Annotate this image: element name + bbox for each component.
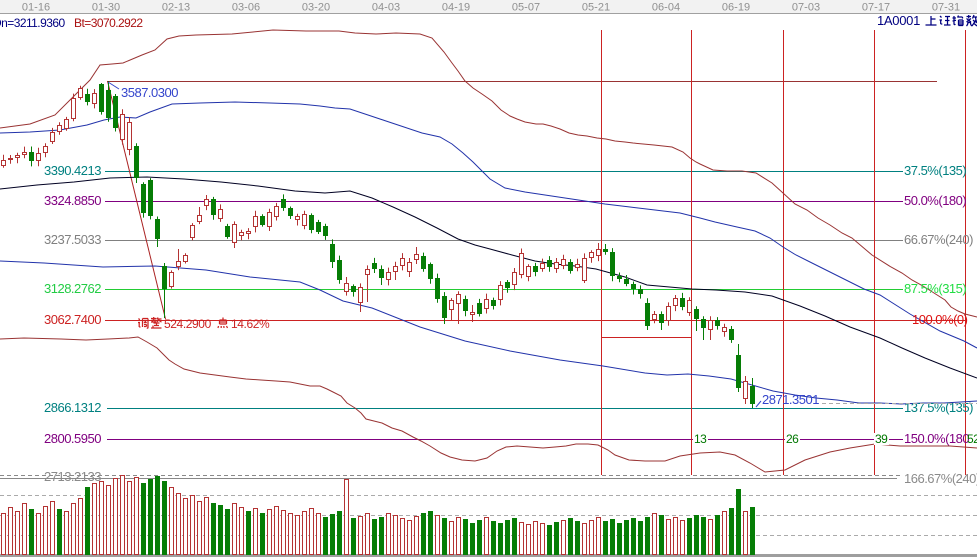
svg-text:39: 39 xyxy=(875,432,888,446)
svg-text:150.0%(180: 150.0%(180 xyxy=(904,431,969,446)
svg-text:37.5%(135): 37.5%(135) xyxy=(904,163,966,178)
svg-text:13: 13 xyxy=(694,432,707,446)
svg-text:3324.8850: 3324.8850 xyxy=(44,193,101,208)
svg-text:07-17: 07-17 xyxy=(862,2,890,14)
svg-text:04-03: 04-03 xyxy=(372,2,400,14)
svg-text:Bt=3070.2922: Bt=3070.2922 xyxy=(74,16,143,30)
svg-text:524.2900: 524.2900 xyxy=(164,317,212,331)
svg-text:03-20: 03-20 xyxy=(302,2,330,14)
svg-text:05-07: 05-07 xyxy=(512,2,540,14)
svg-text:3128.2762: 3128.2762 xyxy=(44,281,101,296)
svg-text:07-03: 07-03 xyxy=(792,2,820,14)
svg-text:07-31: 07-31 xyxy=(932,2,960,14)
svg-text:3587.0300: 3587.0300 xyxy=(121,85,178,100)
svg-text:3062.7400: 3062.7400 xyxy=(44,312,101,327)
svg-text:1A0001: 1A0001 xyxy=(877,13,920,28)
svg-text:50.0%(180): 50.0%(180) xyxy=(904,193,966,208)
svg-text:05-21: 05-21 xyxy=(582,2,610,14)
svg-text:2871.3501: 2871.3501 xyxy=(762,392,819,407)
svg-text:Dn=3211.9360: Dn=3211.9360 xyxy=(0,16,65,30)
svg-text:26: 26 xyxy=(786,432,799,446)
svg-text:06-19: 06-19 xyxy=(722,2,750,14)
svg-text:3390.4213: 3390.4213 xyxy=(44,163,101,178)
svg-text:14.62%: 14.62% xyxy=(231,317,270,331)
svg-text:2866.1312: 2866.1312 xyxy=(44,400,101,415)
svg-text:01-30: 01-30 xyxy=(92,2,120,14)
svg-text:137.5%(135): 137.5%(135) xyxy=(904,400,973,415)
svg-text:2713.2133: 2713.2133 xyxy=(44,469,101,484)
svg-text:100.0%(0): 100.0%(0) xyxy=(912,312,968,327)
svg-text:2800.5950: 2800.5950 xyxy=(44,431,101,446)
svg-text:166.67%(240): 166.67%(240) xyxy=(904,471,977,486)
svg-text:87.5%(315): 87.5%(315) xyxy=(904,281,966,296)
svg-text:3237.5033: 3237.5033 xyxy=(44,232,101,247)
svg-text:66.67%(240): 66.67%(240) xyxy=(904,232,973,247)
svg-text:03-06: 03-06 xyxy=(232,2,260,14)
svg-text:04-19: 04-19 xyxy=(442,2,470,14)
svg-text:06-04: 06-04 xyxy=(652,2,680,14)
svg-text:52: 52 xyxy=(967,432,977,446)
svg-text:02-13: 02-13 xyxy=(162,2,190,14)
svg-text:01-16: 01-16 xyxy=(22,2,50,14)
